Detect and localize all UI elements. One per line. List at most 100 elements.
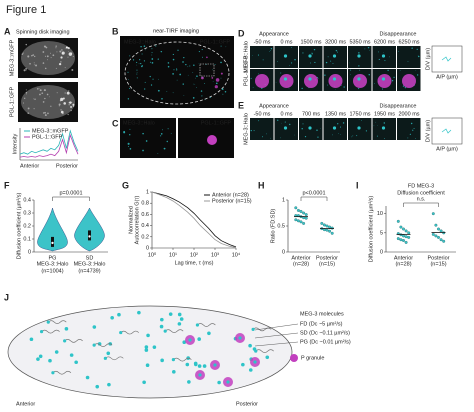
molecule <box>117 312 121 317</box>
molecule <box>308 54 312 58</box>
spot <box>410 122 413 125</box>
spot <box>143 60 145 62</box>
spot <box>47 59 48 61</box>
spot <box>269 51 270 52</box>
spot <box>136 61 138 64</box>
spot <box>206 56 208 59</box>
micrograph <box>178 118 234 158</box>
event-label: Appearance <box>259 103 289 109</box>
molecule <box>63 339 67 343</box>
spot <box>157 153 159 154</box>
molecule <box>241 362 245 367</box>
spot <box>73 105 74 107</box>
spot <box>368 74 370 76</box>
spot <box>356 135 358 137</box>
molecule <box>69 353 74 357</box>
spot <box>33 62 35 64</box>
molecule <box>188 338 192 342</box>
molecule <box>248 368 253 372</box>
spot <box>68 52 73 56</box>
time-label: 1950 ms <box>374 111 395 117</box>
data-point <box>434 234 438 238</box>
annotation: p=0.0001 <box>59 190 82 196</box>
time-label: 1350 ms <box>325 111 346 117</box>
spot <box>374 82 375 84</box>
spot <box>220 61 222 64</box>
y-tick-label: 0.2 <box>23 223 31 229</box>
time-label: 6250 ms <box>398 39 419 45</box>
panel-label: F <box>4 180 10 190</box>
spot <box>324 74 326 76</box>
spot <box>67 113 69 116</box>
spot <box>33 64 35 66</box>
y-tick-label: 0.6 <box>141 212 149 218</box>
spot <box>160 132 163 135</box>
time-label: 0 ms <box>281 39 293 45</box>
embryo <box>7 305 293 399</box>
y-tick-label: 0.4 <box>141 223 149 229</box>
spot <box>59 50 62 53</box>
spot <box>258 120 260 122</box>
spot <box>142 132 144 135</box>
spot <box>64 48 66 50</box>
spot <box>358 65 360 67</box>
spot <box>33 108 35 110</box>
spot <box>341 84 342 86</box>
n-label: (n=15) <box>319 261 335 267</box>
spot <box>187 74 189 76</box>
spot <box>376 135 378 137</box>
data-point <box>302 221 306 225</box>
spot <box>58 63 62 66</box>
spot <box>201 95 203 97</box>
spot <box>26 93 27 95</box>
data-point <box>437 235 440 239</box>
spot <box>352 135 354 137</box>
molecule <box>92 343 96 347</box>
micrograph <box>250 46 274 68</box>
spot <box>70 106 72 108</box>
data-point <box>320 221 324 225</box>
spot <box>189 65 191 67</box>
molecule <box>381 54 386 58</box>
y-tick-label: 0 <box>28 249 31 255</box>
image-label: MEG-3::mGFP <box>9 39 15 76</box>
molecule <box>238 336 242 340</box>
time-label: 1750 ms <box>349 111 370 117</box>
spot <box>185 63 187 66</box>
granule <box>377 74 392 88</box>
spot <box>166 91 168 92</box>
molecule <box>381 126 386 130</box>
molecule <box>160 358 164 363</box>
spot <box>149 61 151 63</box>
spot <box>155 45 157 47</box>
legend-label: SD (Dc ~0.11 µm²/s) <box>300 330 350 336</box>
legend-label: FD (Dc ~5 µm²/s) <box>300 321 343 327</box>
spot <box>72 103 75 106</box>
spot <box>172 58 175 61</box>
spot <box>167 128 169 130</box>
data-point <box>402 227 405 231</box>
annotation: p<0.0001 <box>302 190 325 196</box>
molecule <box>160 317 164 322</box>
spot <box>35 64 38 67</box>
spot <box>67 56 69 58</box>
n-label: (n=28) <box>293 261 309 267</box>
spot <box>31 55 33 57</box>
spot <box>123 131 126 134</box>
spot <box>337 123 339 125</box>
channel-label: PGL-1::GFP <box>200 39 231 45</box>
spot <box>71 68 74 71</box>
spot <box>127 142 130 145</box>
time-label: -50 ms <box>254 111 271 117</box>
bound-molecule <box>120 330 139 335</box>
spot <box>378 59 380 60</box>
data-point <box>396 237 400 241</box>
spot <box>358 87 360 90</box>
bound-molecule <box>252 327 272 332</box>
spot <box>280 137 281 139</box>
spot <box>214 85 218 89</box>
bound-molecule <box>197 323 216 327</box>
spot <box>172 73 174 75</box>
spot <box>46 55 49 58</box>
row-label: MEG-3::Halo <box>243 41 249 73</box>
